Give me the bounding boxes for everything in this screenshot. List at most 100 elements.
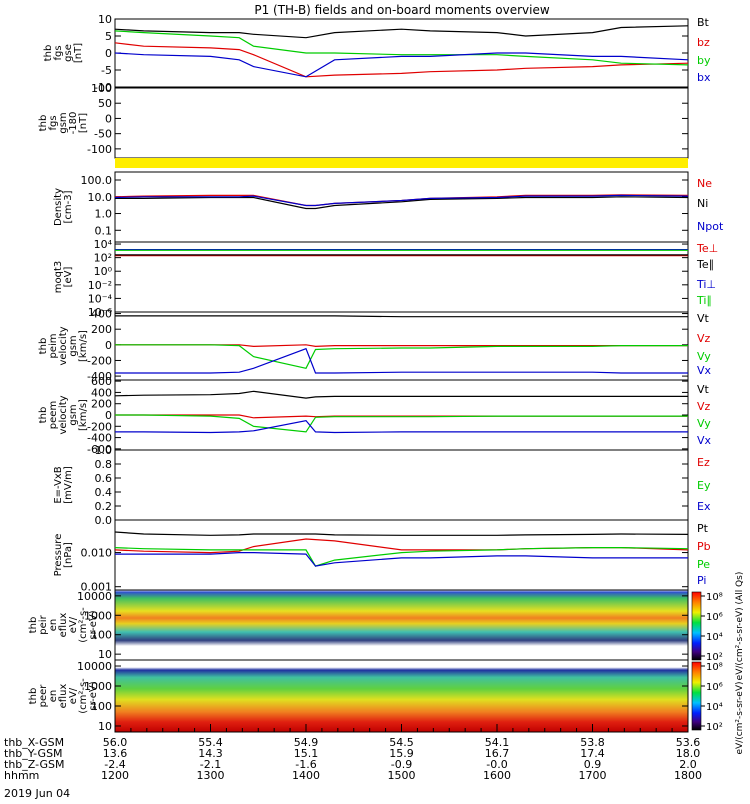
ytick-label: 1000: [84, 609, 112, 622]
ytick-label: 200: [91, 323, 112, 336]
ytick-label: 5: [105, 30, 112, 43]
ytick-label: 10⁻²: [88, 279, 112, 292]
ylabel-line: gsm: [68, 335, 79, 356]
ylabel-line: sr-eV): [88, 610, 99, 639]
legend-Vy: Vy: [697, 417, 711, 430]
pressure-frame: [114, 519, 689, 591]
series-line-Vx: [115, 347, 688, 374]
ylabel-line: fgs: [53, 45, 64, 60]
colorbar-tick-label: 10²: [706, 722, 723, 733]
colorbar-tick-label: 10⁶: [706, 682, 723, 693]
ylabel-line: eflux: [58, 613, 69, 638]
ytick-label: -200: [87, 420, 112, 433]
ylabel-line: peem: [48, 401, 59, 429]
series-line-Pt: [114, 531, 689, 536]
legend-bx: bx: [697, 71, 711, 84]
xrow-value: 1400: [292, 769, 320, 782]
xrow-value: -2.1: [200, 758, 221, 771]
xrow-name: hhmm: [4, 769, 39, 782]
ylabel-line: [nPa]: [63, 542, 74, 568]
legend-by: by: [697, 54, 711, 67]
legend-Ez: Ez: [697, 456, 710, 469]
series-line-Pb: [114, 538, 689, 554]
ytick-label: 100: [91, 700, 112, 713]
xrow-value: -1.6: [295, 758, 316, 771]
ylabel-line: [cm-3]: [63, 190, 74, 223]
ytick-label: -100: [87, 143, 112, 156]
ylabel-line: sr-eV): [88, 681, 99, 710]
ytick-label: 50: [98, 97, 112, 110]
figure-title: P1 (TH-B) fields and on-board moments ov…: [254, 3, 550, 17]
ylabel-line: [nT]: [73, 43, 84, 63]
ytick-label: 0.8: [95, 458, 113, 471]
ytick-label: 10000: [77, 590, 112, 603]
xrow-value: 54.1: [485, 736, 510, 749]
xrow-value: 1200: [101, 769, 129, 782]
series-line-Vx: [115, 419, 688, 434]
ylabel-line: thb: [38, 338, 49, 355]
ytick-label: 0.6: [95, 472, 113, 485]
xrow-value: 13.6: [103, 747, 128, 760]
ytick-label: 10: [98, 720, 112, 733]
panel-pressure: 0.010 0.001 Pressure [nPa] Pt Pb Pe Pi: [53, 519, 711, 594]
legend-Ne: Ne: [697, 177, 712, 190]
colorbar-tick-label: 10⁸: [706, 592, 723, 603]
legend-Te⊥: Te⊥: [696, 242, 718, 255]
series-line-bz: [114, 42, 689, 78]
legend-Ni: Ni: [697, 197, 708, 210]
ytick-label: 0: [105, 409, 112, 422]
ytick-label: 0.1: [95, 224, 113, 237]
ytick-label: 1.0: [95, 444, 113, 457]
series-line-bx: [114, 52, 689, 78]
ytick-label: 10: [98, 648, 112, 661]
series-line-Pi: [115, 551, 688, 567]
xrow-value: 17.4: [580, 747, 605, 760]
legend-Pe: Pe: [697, 558, 710, 571]
ylabel-line: -180: [68, 112, 79, 135]
series-line-Bt: [114, 25, 689, 39]
legend-bz: bz: [697, 36, 710, 49]
xrow-value: 2.0: [679, 758, 697, 771]
ytick-label: -5: [101, 64, 112, 77]
legend-Vy: Vy: [697, 350, 711, 363]
ytick-label: 0.4: [95, 486, 113, 499]
ylabel-line: en: [48, 690, 59, 703]
xrow-value: 54.5: [389, 736, 414, 749]
ylabel-line: gsm: [68, 404, 79, 425]
ylabel-line: [nT]: [78, 113, 89, 133]
ytick-label: 100.0: [81, 174, 113, 187]
ytick-label: 10.0: [88, 191, 113, 204]
panel-peer-spectrogram: 10000 1000 100 10 thb peer en eflux eV/(cm²-s-sr…: [28, 659, 689, 733]
ytick-label: 0: [105, 112, 112, 125]
panel-peim-velocity: 400 200 0 -200 -400 thb peim velocity gsm [km/s] V…: [38, 308, 712, 384]
ytick-label: 10: [98, 13, 112, 26]
legend-Npot: Npot: [697, 220, 724, 233]
xrow-value: 1300: [197, 769, 225, 782]
ylabel-line: en: [48, 619, 59, 632]
xrow-value: 53.6: [676, 736, 701, 749]
panel-fgs-gse: 10 5 0 -5 -10 thb fgs gse [nT] Bt bz by bx: [43, 13, 711, 94]
ytick-label: 10⁻⁴: [88, 292, 113, 305]
ylabel-line: thb: [28, 617, 39, 634]
series-line-Vt: [115, 315, 688, 318]
yellow-flag-bar: [115, 158, 688, 168]
legend-Vz: Vz: [697, 400, 711, 413]
xrow-value: 16.7: [485, 747, 510, 760]
series-line-Vy: [115, 344, 688, 369]
series-line-Pe: [114, 546, 689, 567]
xrow-value: 1500: [388, 769, 416, 782]
legend-Te∥: Te∥: [696, 258, 714, 271]
ylabel-line: velocity: [58, 395, 69, 434]
xrow-value: 1700: [579, 769, 607, 782]
ytick-label: 10⁴: [94, 238, 113, 251]
xrow-name: thb_Y-GSM: [4, 747, 63, 760]
colorbar-tick-label: 10⁸: [706, 662, 723, 673]
panel-e-field: 1.00.80.60.40.20.0 E=-VxB [mV/m] Ez Ey Ex: [53, 444, 711, 527]
ylabel-line: [mV/m]: [63, 466, 74, 504]
ylabel-line: [km/s]: [78, 399, 89, 431]
series-line-Ni: [115, 196, 689, 210]
legend-Ti∥: Ti∥: [696, 294, 712, 307]
ytick-label: 100: [91, 629, 112, 642]
xrow-value: -2.4: [104, 758, 125, 771]
